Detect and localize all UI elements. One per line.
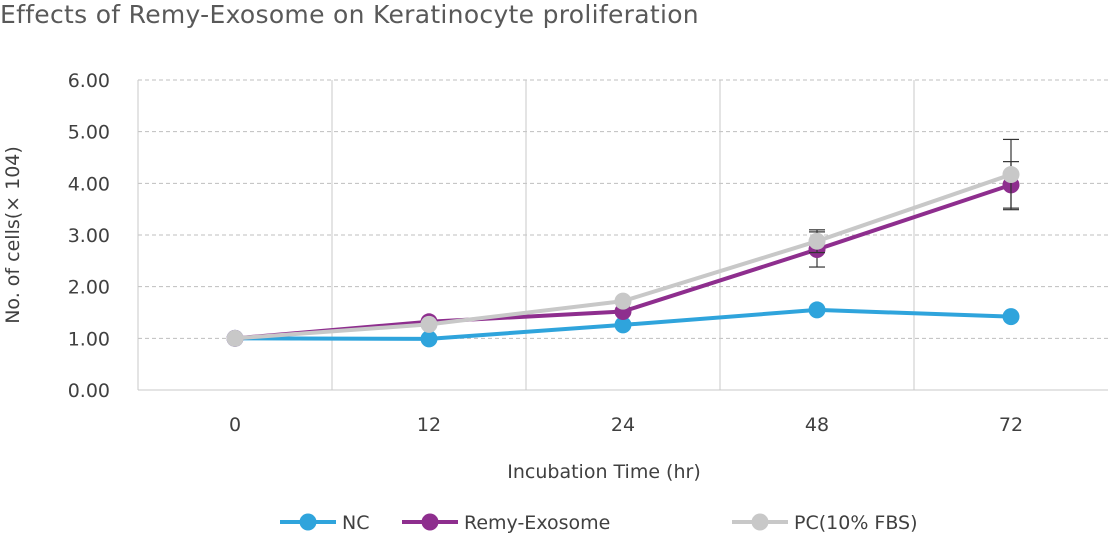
grid [137,79,1108,391]
chart-title: Effects of Remy-Exosome on Keratinocyte … [0,0,699,29]
legend-label: NC [342,512,369,534]
x-axis-title: Incubation Time (hr) [507,461,701,483]
y-tick-label: 6.00 [68,70,110,92]
legend-item: NC [280,512,369,534]
x-tick-label: 0 [229,414,241,436]
y-axis-title: No. of cells(× 104) [2,146,24,324]
y-axis-ticks: 0.00 1.00 2.00 3.00 4.00 5.00 6.00 [68,70,110,402]
legend-swatch-marker [299,513,317,531]
data-point [1002,308,1020,326]
x-tick-label: 72 [999,414,1023,436]
data-point [614,292,632,310]
legend-item: PC(10% FBS) [732,512,918,534]
x-axis-ticks: 0 12 24 48 72 [229,414,1023,436]
data-point [226,329,244,347]
y-tick-label: 4.00 [68,173,110,195]
data-point [808,301,826,319]
x-tick-label: 48 [805,414,829,436]
legend: NC Remy-Exosome PC(10% FBS) [280,512,918,534]
legend-label: Remy-Exosome [464,512,610,534]
legend-swatch-marker [751,513,769,531]
legend-item: Remy-Exosome [402,512,610,534]
legend-swatch-marker [421,513,439,531]
y-tick-label: 1.00 [68,328,110,350]
y-tick-label: 3.00 [68,225,110,247]
y-tick-label: 0.00 [68,380,110,402]
series-pc-10-fbs [226,138,1020,347]
data-point [614,316,632,334]
series-remy-exosome [226,161,1020,347]
y-tick-label: 5.00 [68,122,110,144]
y-tick-label: 2.00 [68,277,110,299]
data-point [420,315,438,333]
data-point [808,232,826,250]
series-layer [226,138,1020,348]
data-point [1002,166,1020,184]
legend-label: PC(10% FBS) [794,512,918,534]
x-tick-label: 12 [417,414,441,436]
data-point [420,330,438,348]
x-tick-label: 24 [611,414,635,436]
